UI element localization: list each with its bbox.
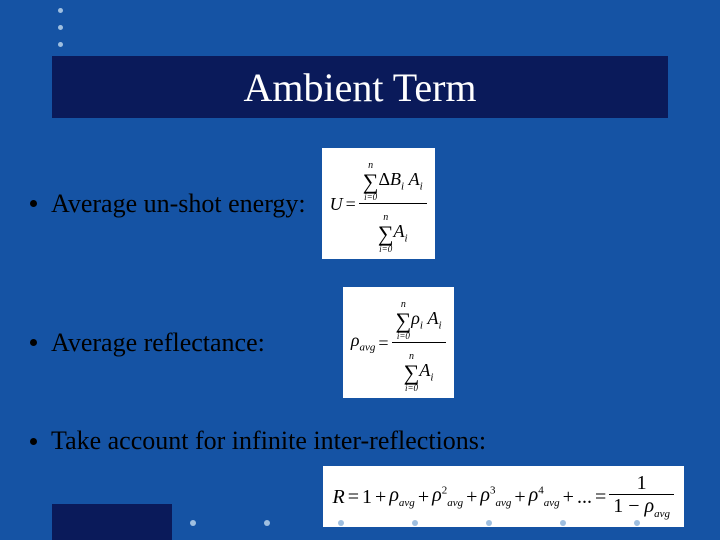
equals-sign: = <box>346 195 356 213</box>
sub-i: i <box>420 320 423 332</box>
sub-avg: avg <box>654 508 670 520</box>
formula-series: R = 1 + ρavg + ρ2avg + ρ3avg + ρ4avg + .… <box>323 466 684 527</box>
decorative-bottom-bar <box>52 504 172 540</box>
sigma-icon: ∑ <box>396 310 412 332</box>
dot-icon <box>264 520 270 526</box>
formula-unshot-energy: U = n ∑ i=0 ΔBi Ai <box>322 148 435 259</box>
rho-symbol: ρ <box>411 308 420 328</box>
sum-lower: i=0 <box>379 245 392 254</box>
plus-sign: + <box>563 487 574 507</box>
bullet-row-unshot: Average un-shot energy: U = n ∑ i=0 <box>30 148 690 259</box>
rho-symbol: ρ <box>529 484 539 506</box>
bullet-label: Take account for infinite inter-reflecti… <box>51 426 486 456</box>
plus-sign: + <box>466 487 477 507</box>
bullet-row-reflectance: Average reflectance: ρavg = n ∑ i=0 <box>30 287 690 398</box>
dot-icon <box>58 42 63 47</box>
power-2: 2 <box>442 484 448 496</box>
sub-avg: avg <box>447 497 463 509</box>
const-one: 1 <box>362 487 372 507</box>
bullet-label: Average un-shot energy: <box>51 189 306 219</box>
formula-lhs: U <box>330 195 343 213</box>
dot-icon <box>58 8 63 13</box>
ellipsis: ... <box>577 487 592 507</box>
frac-num: 1 <box>633 472 651 494</box>
sub-avg: avg <box>399 497 415 509</box>
dot-icon <box>560 520 566 526</box>
rho-symbol: ρ <box>645 495 655 517</box>
bullet-icon <box>30 200 37 207</box>
rho-symbol: ρ <box>389 484 399 506</box>
var-a: A <box>427 308 438 328</box>
bullet-label: Average reflectance: <box>51 328 265 358</box>
sum-lower: i=0 <box>405 384 418 393</box>
var-a: A <box>419 360 430 380</box>
plus-sign: + <box>375 487 386 507</box>
sigma-icon: ∑ <box>404 362 420 384</box>
title-bar: Ambient Term <box>52 56 668 118</box>
sub-i: i <box>420 181 423 193</box>
sub-avg: avg <box>544 497 560 509</box>
equals-sign: = <box>378 334 388 352</box>
power-4: 4 <box>538 484 544 496</box>
delta-symbol: Δ <box>378 169 390 189</box>
rho-symbol: ρ <box>480 484 490 506</box>
dot-icon <box>634 520 640 526</box>
equals-sign: = <box>595 487 606 507</box>
sigma-icon: ∑ <box>378 223 394 245</box>
bullet-icon <box>30 339 37 346</box>
sum-lower: i=0 <box>364 193 377 202</box>
sigma-icon: ∑ <box>363 171 379 193</box>
rho-symbol: ρ <box>351 330 360 350</box>
power-3: 3 <box>490 484 496 496</box>
const-one: 1 <box>613 495 623 517</box>
slide-title: Ambient Term <box>243 64 476 111</box>
sum-lower: i=0 <box>397 332 410 341</box>
sub-avg: avg <box>495 497 511 509</box>
plus-sign: + <box>418 487 429 507</box>
dot-icon <box>58 25 63 30</box>
dot-icon <box>190 520 196 526</box>
dot-icon <box>338 520 344 526</box>
slide-content: Average un-shot energy: U = n ∑ i=0 <box>30 130 690 527</box>
decorative-dots-top <box>58 8 63 47</box>
formula-reflectance: ρavg = n ∑ i=0 ρi Ai <box>343 287 454 398</box>
var-b: B <box>390 169 401 189</box>
var-r: R <box>333 487 345 507</box>
plus-sign: + <box>514 487 525 507</box>
sub-i: i <box>438 320 441 332</box>
var-a: A <box>409 169 420 189</box>
bullet-row-interreflections: Take account for infinite inter-reflecti… <box>30 426 690 456</box>
sub-avg: avg <box>360 342 376 354</box>
sub-i: i <box>401 181 404 193</box>
equals-sign: = <box>348 487 359 507</box>
rho-symbol: ρ <box>432 484 442 506</box>
var-a: A <box>394 221 405 241</box>
decorative-dots-bottom <box>190 520 640 526</box>
minus-sign: − <box>628 495 639 517</box>
sub-i: i <box>430 372 433 384</box>
bullet-icon <box>30 438 37 445</box>
dot-icon <box>412 520 418 526</box>
dot-icon <box>486 520 492 526</box>
sub-i: i <box>405 233 408 245</box>
